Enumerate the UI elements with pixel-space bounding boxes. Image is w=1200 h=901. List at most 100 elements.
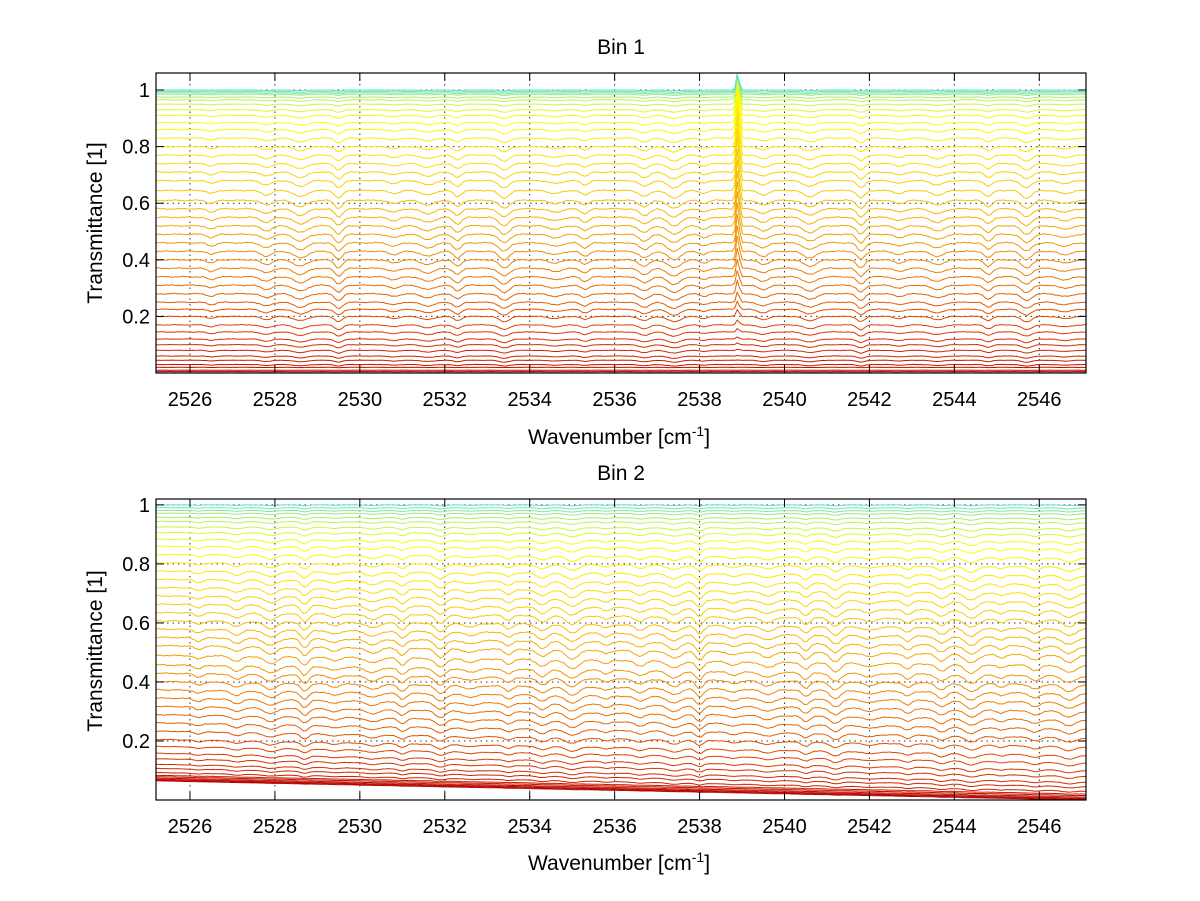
y-tick-label: 0.4 (122, 672, 150, 694)
series-line (155, 78, 1087, 107)
series-line (155, 516, 1086, 521)
series-line (155, 680, 1087, 701)
series-line (156, 359, 1087, 363)
series-line (155, 603, 1087, 620)
x-tick-label: 2526 (168, 816, 213, 838)
series-line (155, 308, 1086, 323)
x-tick-label: 2538 (677, 816, 722, 838)
series-line (155, 738, 1087, 760)
x-tick-label: 2544 (932, 816, 977, 838)
series-line (155, 767, 1087, 789)
x-tick-label: 2530 (338, 389, 383, 411)
panel-bin-1: Bin 1 2526 2528 2530 2532 2534 2536 2538 2540 25… (84, 36, 1087, 449)
series-line (156, 778, 1087, 799)
series-line (155, 586, 1087, 601)
series-line (155, 663, 1087, 684)
series-line (155, 779, 1086, 800)
series-line (155, 74, 1086, 95)
y-tick-label: 0.4 (122, 250, 150, 272)
y-tick-label: 0.6 (122, 613, 150, 635)
series-line (156, 86, 1087, 127)
series-line (155, 594, 1087, 611)
series-line (155, 688, 1087, 710)
series-group (155, 73, 1087, 374)
series-line (155, 91, 1087, 135)
x-tick-label: 2534 (507, 389, 552, 411)
series-line (155, 170, 1087, 219)
series-line (155, 336, 1087, 344)
series-line (155, 80, 1087, 113)
series-line (156, 507, 1087, 510)
series-line (155, 119, 1087, 171)
series-line (155, 512, 1087, 516)
series-line (155, 299, 1086, 316)
series-line (156, 504, 1086, 507)
y-tick-label: 0.6 (122, 193, 150, 215)
x-tick-label: 2528 (253, 389, 298, 411)
series-line (155, 319, 1086, 331)
series-line (155, 561, 1087, 573)
ticks: 2526 2528 2530 2532 2534 2536 2538 2540 2542 2544… (122, 73, 1086, 411)
x-tick-label: 2530 (338, 816, 383, 838)
x-tick-label: 2532 (423, 389, 468, 411)
series-line (155, 348, 1087, 354)
x-tick-label: 2532 (423, 816, 468, 838)
series-line (155, 654, 1087, 675)
series-line (155, 553, 1087, 564)
series-line (155, 159, 1087, 210)
x-tick-label: 2544 (932, 389, 977, 411)
y-tick-label: 0.8 (122, 137, 150, 159)
series-line (156, 774, 1087, 795)
series-line (156, 74, 1087, 93)
x-tick-label: 2546 (1017, 816, 1062, 838)
series-line (155, 290, 1086, 310)
series-line (155, 611, 1087, 628)
y-tick-label: 0.2 (122, 731, 150, 753)
series-line (155, 763, 1087, 785)
series-line (155, 758, 1087, 779)
series-line (155, 225, 1087, 261)
x-tick-label: 2536 (592, 816, 637, 838)
x-tick-label: 2538 (677, 389, 722, 411)
y-tick-label: 0.2 (122, 306, 150, 328)
series-line (155, 697, 1087, 718)
series-line (155, 258, 1087, 286)
series-line (155, 570, 1087, 583)
series-line (155, 235, 1087, 269)
series-line (155, 354, 1087, 359)
series-line (156, 97, 1087, 144)
series-line (155, 713, 1087, 735)
series-line (155, 104, 1087, 153)
series-line (155, 520, 1087, 526)
x-tick-label: 2528 (253, 816, 298, 838)
x-tick-label: 2540 (762, 389, 807, 411)
series-line (155, 137, 1087, 189)
series-line (155, 776, 1086, 797)
series-line (155, 111, 1087, 162)
plot-frame (155, 498, 1087, 801)
y-tick-label: 1 (139, 495, 150, 517)
series-line (155, 672, 1087, 693)
series-line (155, 531, 1087, 539)
series-line (155, 342, 1087, 349)
x-tick-label: 2536 (592, 389, 637, 411)
series-group (155, 504, 1087, 801)
series-line (155, 278, 1087, 302)
y-tick-label: 1 (139, 80, 150, 102)
series-line (155, 538, 1086, 547)
series-line (156, 76, 1087, 103)
x-tick-label: 2546 (1017, 389, 1062, 411)
series-line (155, 148, 1087, 200)
series-line (155, 128, 1087, 181)
series-line (155, 191, 1087, 236)
y-tick-label: 0.8 (122, 554, 150, 576)
series-line (155, 214, 1087, 253)
series-line (155, 578, 1087, 592)
x-tick-label: 2534 (507, 816, 552, 838)
plot-frame (155, 72, 1087, 374)
y-axis-label: Transmittance [1] (84, 570, 107, 731)
series-line (156, 366, 1086, 369)
x-tick-label: 2540 (762, 816, 807, 838)
series-line (155, 526, 1087, 532)
